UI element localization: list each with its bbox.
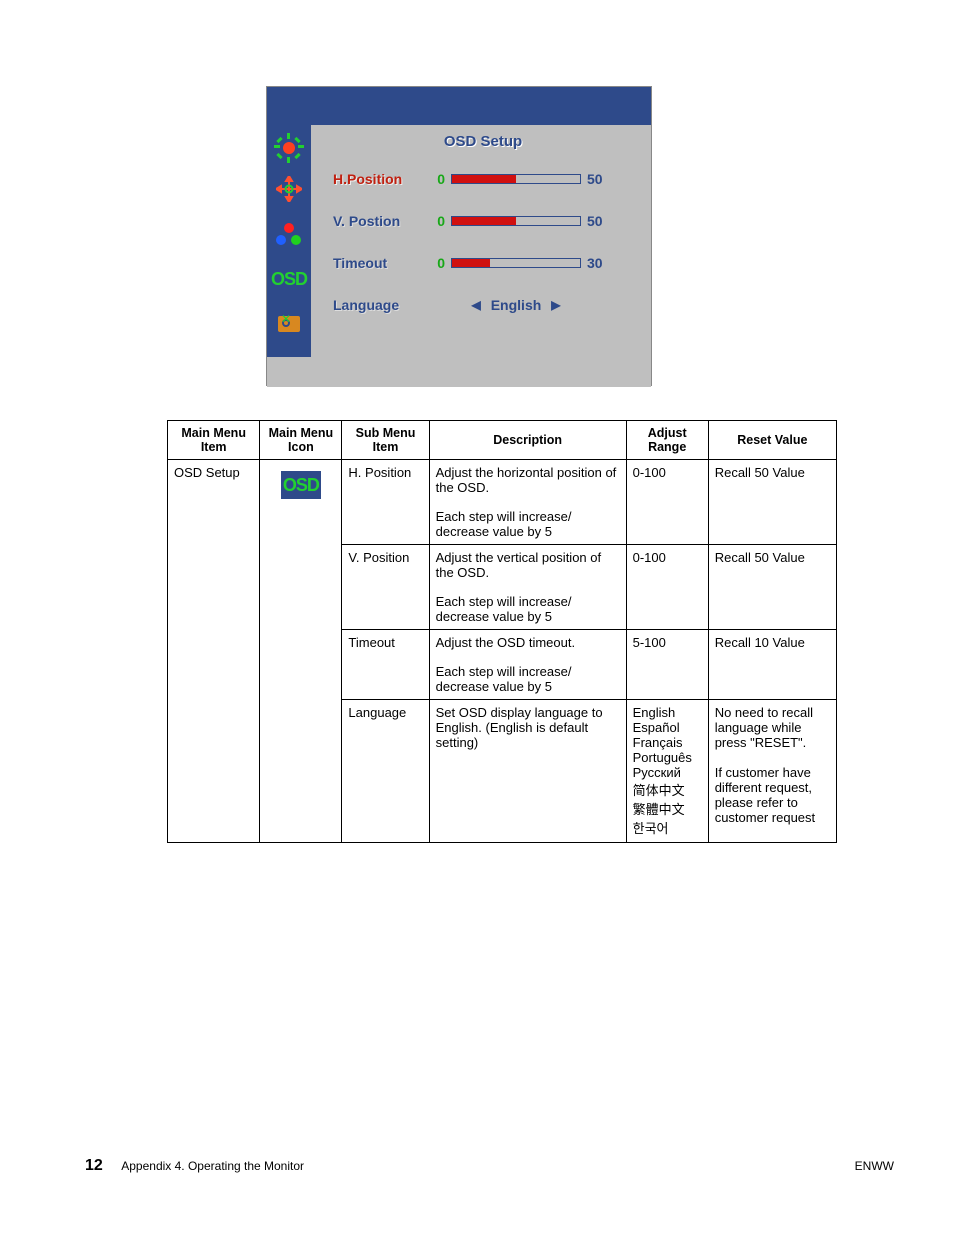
th-main-item: Main Menu Item bbox=[168, 421, 260, 460]
cell-range: 0-100 bbox=[626, 545, 708, 630]
osd-content: OSD Setup H.Position 0 50 V. Postion 0 5… bbox=[311, 125, 651, 357]
tools-icon: ✕ bbox=[267, 301, 311, 345]
page-number: 12 bbox=[85, 1157, 103, 1174]
table-header-row: Main Menu Item Main Menu Icon Sub Menu I… bbox=[168, 421, 837, 460]
desc-line: Adjust the vertical position of the OSD. bbox=[436, 550, 601, 580]
osd-slider-fill bbox=[452, 175, 516, 183]
osd-value-hposition: 50 bbox=[587, 171, 603, 187]
cell-sub: Language bbox=[342, 700, 429, 843]
osd-icon: OSD bbox=[267, 257, 311, 301]
table-row: OSD Setup OSD H. Position Adjust the hor… bbox=[168, 460, 837, 545]
cell-main-icon: OSD bbox=[260, 460, 342, 843]
chevron-left-icon: ◀ bbox=[471, 298, 480, 312]
desc-line: Each step will increase/ decrease value … bbox=[436, 664, 572, 694]
chevron-right-icon: ▶ bbox=[551, 298, 560, 312]
osd-min: 0 bbox=[429, 255, 445, 271]
osd-sidebar: OSD ✕ bbox=[267, 125, 311, 357]
osd-row-vposition: V. Postion 0 50 bbox=[333, 200, 633, 242]
osd-min: 0 bbox=[429, 213, 445, 229]
th-main-icon: Main Menu Icon bbox=[260, 421, 342, 460]
cell-sub: V. Position bbox=[342, 545, 429, 630]
osd-slider-hposition bbox=[451, 174, 581, 184]
th-sub-item: Sub Menu Item bbox=[342, 421, 429, 460]
brightness-icon bbox=[267, 125, 311, 169]
desc-line: Adjust the OSD timeout. bbox=[436, 635, 575, 650]
cell-sub: Timeout bbox=[342, 630, 429, 700]
osd-topbar bbox=[267, 87, 651, 125]
osd-slider-timeout bbox=[451, 258, 581, 268]
cell-reset: No need to recall language while press "… bbox=[708, 700, 836, 843]
osd-icon: OSD bbox=[281, 471, 321, 499]
osd-row-hposition: H.Position 0 50 bbox=[333, 158, 633, 200]
th-reset: Reset Value bbox=[708, 421, 836, 460]
desc-line: Each step will increase/ decrease value … bbox=[436, 509, 572, 539]
osd-window: OSD ✕ OSD Setup H.Position 0 bbox=[266, 86, 652, 386]
move-icon bbox=[267, 169, 311, 213]
cell-range: English Español Français Português Русск… bbox=[626, 700, 708, 843]
cell-reset: Recall 50 Value bbox=[708, 460, 836, 545]
osd-slider-fill bbox=[452, 259, 490, 267]
page-footer: 12 Appendix 4. Operating the Monitor ENW… bbox=[85, 1157, 894, 1175]
osd-slider-fill bbox=[452, 217, 516, 225]
osd-min: 0 bbox=[429, 171, 445, 187]
osd-label-vposition: V. Postion bbox=[333, 213, 429, 229]
page: OSD ✕ OSD Setup H.Position 0 bbox=[0, 0, 954, 1235]
osd-title: OSD Setup bbox=[333, 133, 633, 150]
th-range: Adjust Range bbox=[626, 421, 708, 460]
osd-label-timeout: Timeout bbox=[333, 255, 429, 271]
osd-language-selector: ◀ English ▶ bbox=[429, 297, 633, 313]
osd-footer bbox=[267, 357, 651, 387]
cell-main-item: OSD Setup bbox=[168, 460, 260, 843]
osd-label-language: Language bbox=[333, 297, 429, 313]
desc-line: Adjust the horizontal position of the OS… bbox=[436, 465, 617, 495]
desc-line: Each step will increase/ decrease value … bbox=[436, 594, 572, 624]
footer-left: 12 Appendix 4. Operating the Monitor bbox=[85, 1157, 304, 1175]
cell-desc: Adjust the OSD timeout. Each step will i… bbox=[429, 630, 626, 700]
cell-range: 0-100 bbox=[626, 460, 708, 545]
osd-language-value: English bbox=[491, 297, 542, 313]
cell-sub: H. Position bbox=[342, 460, 429, 545]
osd-value-timeout: 30 bbox=[587, 255, 603, 271]
desc-line: Set OSD display language to English. (En… bbox=[436, 705, 603, 750]
cell-range: 5-100 bbox=[626, 630, 708, 700]
osd-row-language: Language ◀ English ▶ bbox=[333, 284, 633, 326]
osd-value-vposition: 50 bbox=[587, 213, 603, 229]
color-icon bbox=[267, 213, 311, 257]
footer-right: ENWW bbox=[855, 1159, 894, 1173]
osd-row-timeout: Timeout 0 30 bbox=[333, 242, 633, 284]
osd-slider-vposition bbox=[451, 216, 581, 226]
osd-label-hposition: H.Position bbox=[333, 171, 429, 187]
cell-desc: Adjust the vertical position of the OSD.… bbox=[429, 545, 626, 630]
cell-reset: Recall 10 Value bbox=[708, 630, 836, 700]
th-description: Description bbox=[429, 421, 626, 460]
cell-reset: Recall 50 Value bbox=[708, 545, 836, 630]
osd-body: OSD ✕ OSD Setup H.Position 0 bbox=[267, 125, 651, 357]
cell-desc: Adjust the horizontal position of the OS… bbox=[429, 460, 626, 545]
footer-section: Appendix 4. Operating the Monitor bbox=[121, 1159, 304, 1173]
cell-desc: Set OSD display language to English. (En… bbox=[429, 700, 626, 843]
spec-table: Main Menu Item Main Menu Icon Sub Menu I… bbox=[167, 420, 837, 843]
